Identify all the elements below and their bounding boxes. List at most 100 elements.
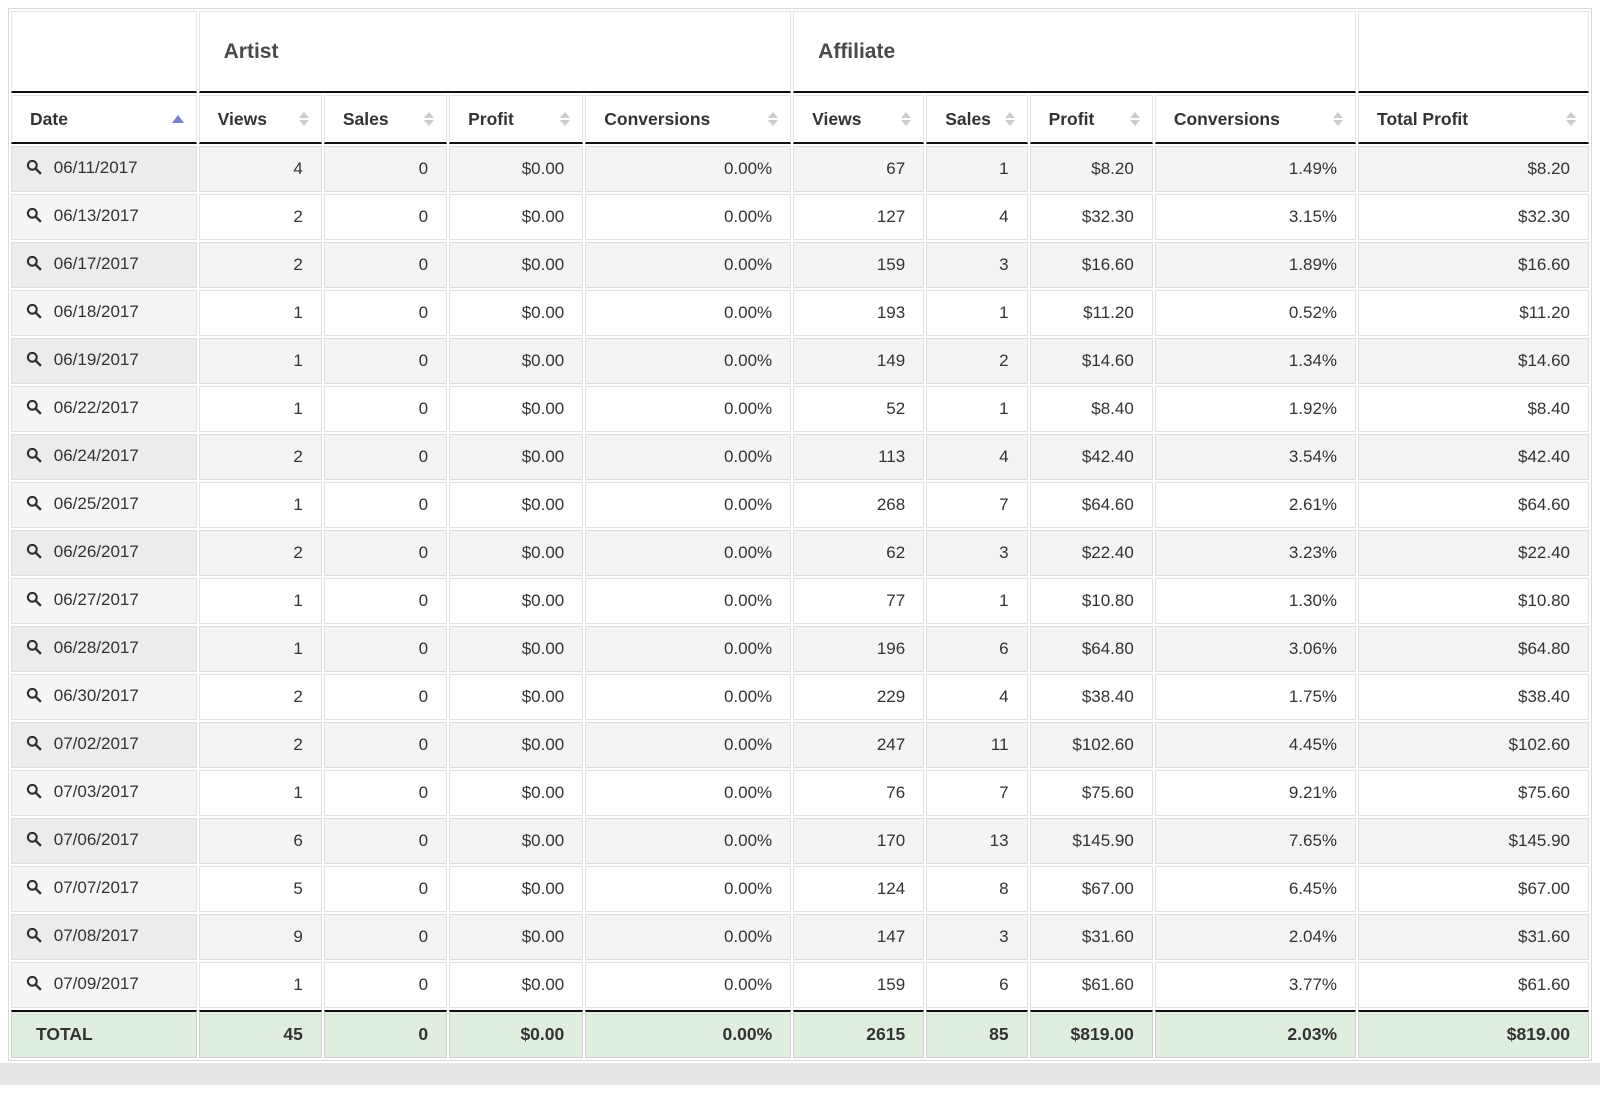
affiliate-profit-cell: $64.80	[1029, 626, 1153, 672]
affiliate-sales-cell: 3	[926, 914, 1028, 960]
artist-views-cell: 1	[198, 338, 322, 384]
affiliate-views-cell: 193	[793, 290, 925, 336]
affiliate-views-cell: 159	[793, 962, 925, 1008]
search-icon[interactable]	[26, 927, 42, 948]
date-cell[interactable]: 06/19/2017	[11, 338, 197, 384]
search-icon[interactable]	[26, 255, 42, 276]
col-header-artist-profit[interactable]: Profit	[449, 95, 584, 144]
col-header-artist-views[interactable]: Views	[198, 95, 322, 144]
artist-views-cell: 1	[198, 626, 322, 672]
affiliate-views-cell: 124	[793, 866, 925, 912]
artist-sales-cell: 0	[323, 386, 448, 432]
date-cell[interactable]: 07/09/2017	[11, 962, 197, 1008]
search-icon[interactable]	[26, 831, 42, 852]
affiliate-conversions-cell: 3.06%	[1154, 626, 1357, 672]
col-header-total-profit[interactable]: Total Profit	[1358, 95, 1589, 144]
date-cell[interactable]: 06/27/2017	[11, 578, 197, 624]
col-header-artist-conversions[interactable]: Conversions	[585, 95, 792, 144]
total-affiliate-profit: $819.00	[1029, 1010, 1153, 1058]
date-cell[interactable]: 07/08/2017	[11, 914, 197, 960]
total-profit-cell: $102.60	[1358, 722, 1589, 768]
affiliate-profit-cell: $8.20	[1029, 146, 1153, 192]
date-cell[interactable]: 06/25/2017	[11, 482, 197, 528]
search-icon[interactable]	[26, 783, 42, 804]
artist-conversions-cell: 0.00%	[585, 242, 792, 288]
artist-profit-cell: $0.00	[449, 290, 584, 336]
artist-views-cell: 2	[198, 194, 322, 240]
date-cell[interactable]: 06/24/2017	[11, 434, 197, 480]
search-icon[interactable]	[26, 495, 42, 516]
table-row: 07/09/2017 1 0 $0.00 0.00% 159 6 $61.60 …	[11, 962, 1589, 1008]
affiliate-conversions-cell: 3.15%	[1154, 194, 1357, 240]
artist-profit-cell: $0.00	[449, 722, 584, 768]
stats-table: Artist Affiliate Date Views Sales	[8, 8, 1592, 1061]
search-icon[interactable]	[26, 207, 42, 228]
artist-conversions-cell: 0.00%	[585, 434, 792, 480]
search-icon[interactable]	[26, 639, 42, 660]
affiliate-conversions-cell: 1.49%	[1154, 146, 1357, 192]
artist-conversions-cell: 0.00%	[585, 818, 792, 864]
search-icon[interactable]	[26, 975, 42, 996]
date-cell[interactable]: 06/22/2017	[11, 386, 197, 432]
table-row: 06/28/2017 1 0 $0.00 0.00% 196 6 $64.80 …	[11, 626, 1589, 672]
affiliate-profit-cell: $14.60	[1029, 338, 1153, 384]
affiliate-conversions-cell: 1.34%	[1154, 338, 1357, 384]
total-profit-cell: $16.60	[1358, 242, 1589, 288]
affiliate-conversions-cell: 1.89%	[1154, 242, 1357, 288]
affiliate-profit-cell: $16.60	[1029, 242, 1153, 288]
date-cell[interactable]: 06/17/2017	[11, 242, 197, 288]
date-cell[interactable]: 06/13/2017	[11, 194, 197, 240]
date-cell[interactable]: 06/11/2017	[11, 146, 197, 192]
search-icon[interactable]	[26, 399, 42, 420]
date-cell[interactable]: 06/18/2017	[11, 290, 197, 336]
sort-both-icon	[901, 112, 912, 126]
artist-profit-cell: $0.00	[449, 674, 584, 720]
total-profit-cell: $22.40	[1358, 530, 1589, 576]
artist-conversions-cell: 0.00%	[585, 674, 792, 720]
search-icon[interactable]	[26, 159, 42, 180]
total-profit-cell: $67.00	[1358, 866, 1589, 912]
date-cell[interactable]: 06/30/2017	[11, 674, 197, 720]
col-header-affiliate-sales[interactable]: Sales	[926, 95, 1028, 144]
artist-sales-cell: 0	[323, 866, 448, 912]
total-affiliate-views: 2615	[793, 1010, 925, 1058]
column-header-row: Date Views Sales Profit Conversions	[11, 95, 1589, 144]
artist-sales-cell: 0	[323, 290, 448, 336]
date-cell[interactable]: 07/07/2017	[11, 866, 197, 912]
search-icon[interactable]	[26, 591, 42, 612]
date-cell[interactable]: 06/26/2017	[11, 530, 197, 576]
col-header-artist-sales[interactable]: Sales	[323, 95, 448, 144]
search-icon[interactable]	[26, 735, 42, 756]
date-value: 07/06/2017	[53, 830, 139, 849]
artist-profit-cell: $0.00	[449, 866, 584, 912]
search-icon[interactable]	[26, 447, 42, 468]
date-cell[interactable]: 07/03/2017	[11, 770, 197, 816]
affiliate-profit-cell: $61.60	[1029, 962, 1153, 1008]
col-header-affiliate-profit[interactable]: Profit	[1029, 95, 1153, 144]
affiliate-views-cell: 268	[793, 482, 925, 528]
search-icon[interactable]	[26, 351, 42, 372]
table-row: 06/25/2017 1 0 $0.00 0.00% 268 7 $64.60 …	[11, 482, 1589, 528]
total-profit-cell: $145.90	[1358, 818, 1589, 864]
affiliate-sales-cell: 1	[926, 290, 1028, 336]
col-header-date[interactable]: Date	[11, 95, 197, 144]
col-header-label: Sales	[945, 108, 991, 129]
col-header-affiliate-views[interactable]: Views	[793, 95, 925, 144]
affiliate-profit-cell: $8.40	[1029, 386, 1153, 432]
artist-sales-cell: 0	[323, 338, 448, 384]
search-icon[interactable]	[26, 879, 42, 900]
affiliate-sales-cell: 4	[926, 194, 1028, 240]
date-cell[interactable]: 06/28/2017	[11, 626, 197, 672]
search-icon[interactable]	[26, 543, 42, 564]
col-header-label: Profit	[468, 108, 514, 129]
total-profit-cell: $75.60	[1358, 770, 1589, 816]
search-icon[interactable]	[26, 687, 42, 708]
table-row: 06/24/2017 2 0 $0.00 0.00% 113 4 $42.40 …	[11, 434, 1589, 480]
date-cell[interactable]: 07/06/2017	[11, 818, 197, 864]
affiliate-views-cell: 127	[793, 194, 925, 240]
date-cell[interactable]: 07/02/2017	[11, 722, 197, 768]
total-profit-cell: $8.40	[1358, 386, 1589, 432]
col-header-affiliate-conversions[interactable]: Conversions	[1154, 95, 1357, 144]
affiliate-sales-cell: 8	[926, 866, 1028, 912]
search-icon[interactable]	[26, 303, 42, 324]
